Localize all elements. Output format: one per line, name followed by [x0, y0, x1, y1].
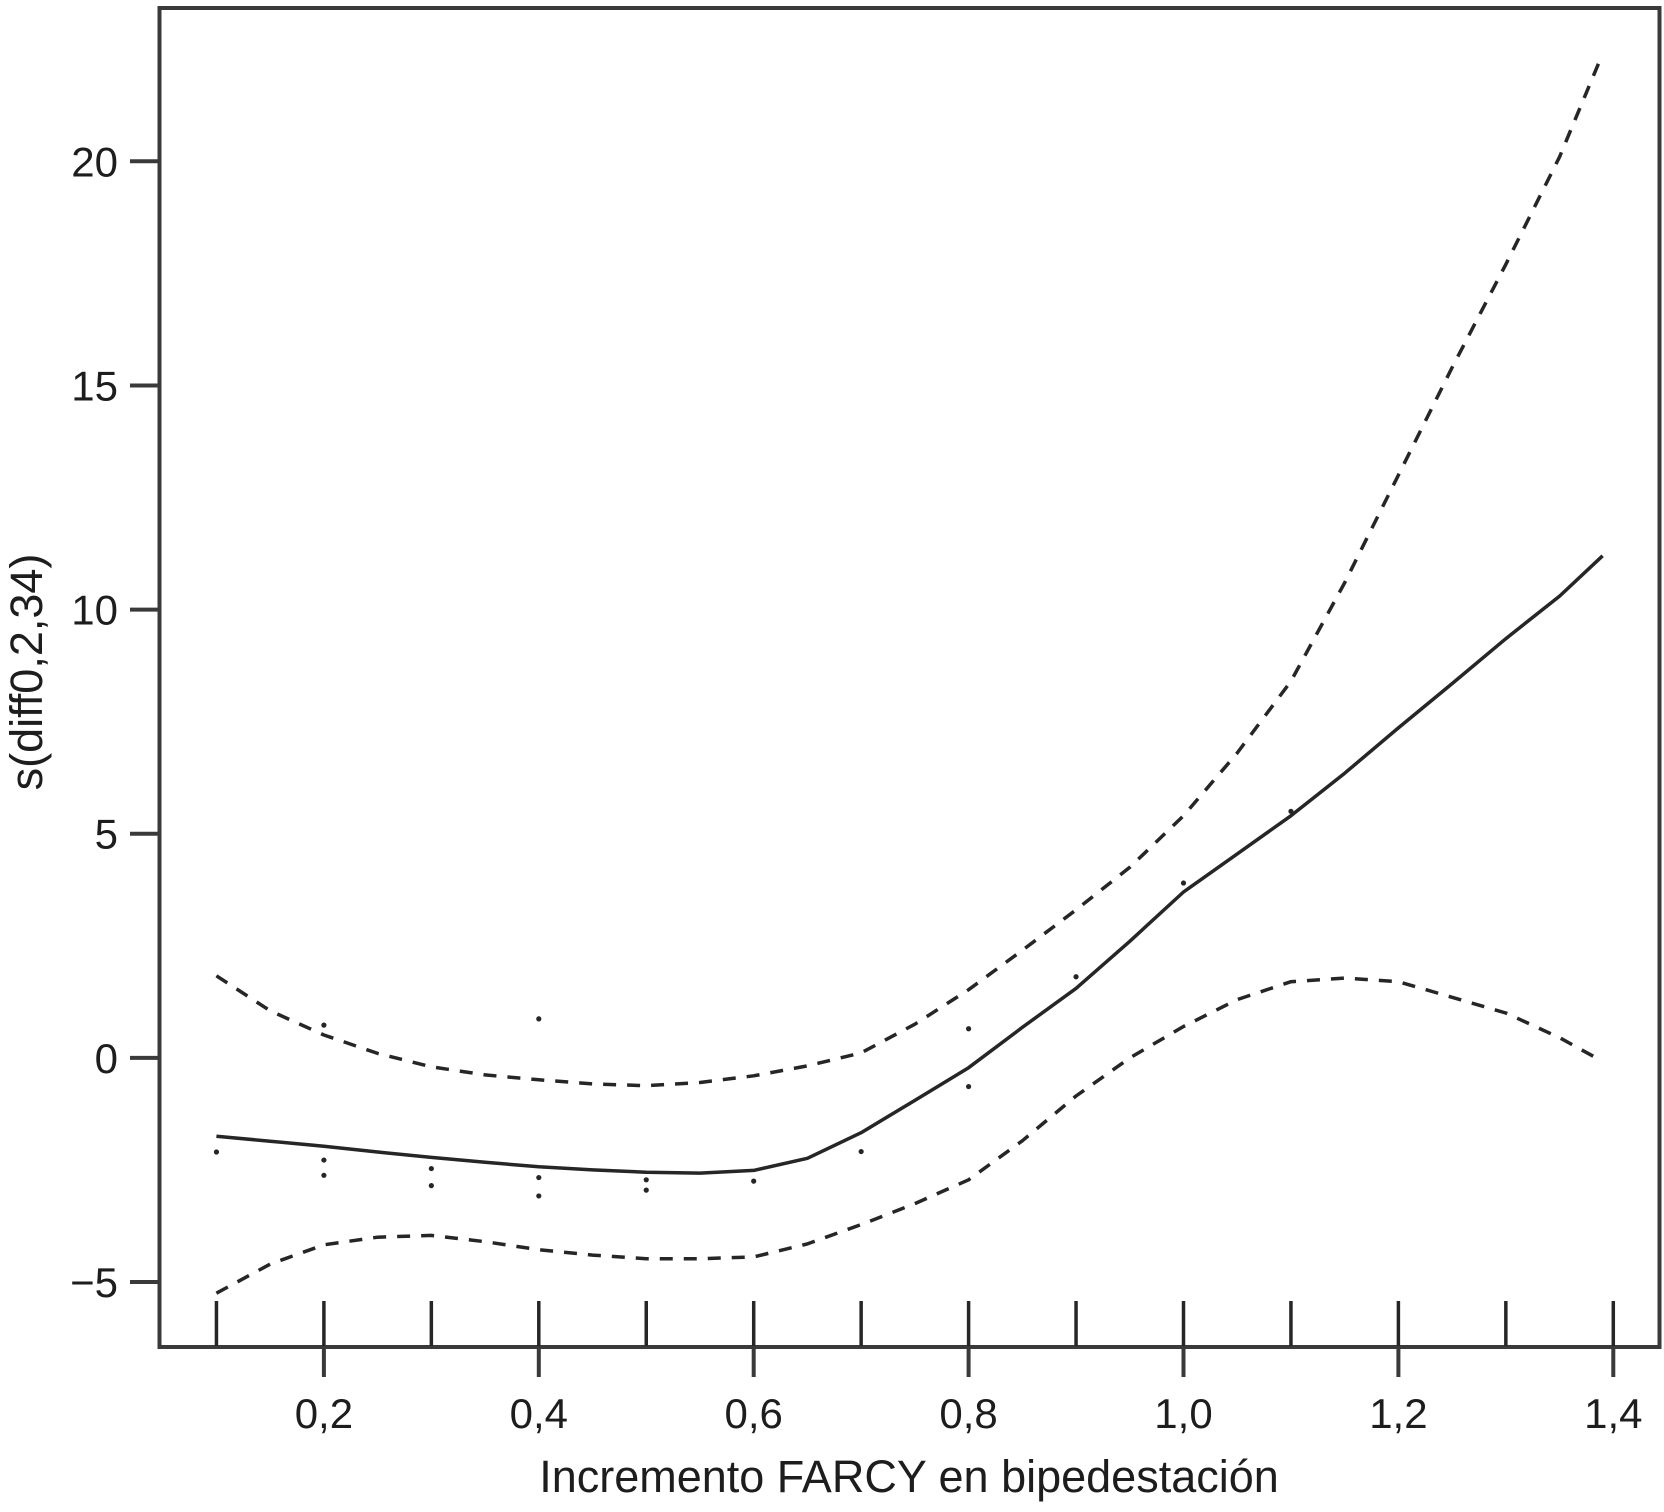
residual-dot [858, 1148, 864, 1155]
residual-dots [213, 808, 1294, 1199]
x-tick-label: 0,2 [295, 1390, 353, 1437]
plot-frame [157, 6, 1662, 1349]
y-tick-label: 20 [71, 138, 118, 185]
x-axis-ticks: 0,2 0,4 0,6 0,8 1,0 1,2 1,4 [295, 1347, 1642, 1437]
residual-dot [213, 1149, 220, 1155]
rug-marks [214, 1301, 1616, 1346]
y-tick-label: 15 [71, 362, 118, 409]
y-axis-label: s(diff0,2,34) [1, 554, 52, 791]
x-tick-label: 0,4 [510, 1390, 568, 1437]
residual-dot [321, 1172, 327, 1178]
x-tick-label: 1,4 [1584, 1390, 1642, 1437]
residual-dot [536, 1016, 542, 1022]
x-tick-label: 1,0 [1154, 1390, 1212, 1437]
x-tick-label: 0,8 [939, 1390, 997, 1437]
lower-ci-line [215, 976, 1604, 1295]
residual-dot [428, 1165, 434, 1172]
y-tick-label: −5 [70, 1259, 118, 1306]
y-tick-label: 10 [71, 587, 118, 634]
residual-dot [321, 1022, 327, 1028]
residual-dot [643, 1177, 649, 1183]
residual-dot [1288, 808, 1294, 814]
residual-dot [643, 1187, 649, 1193]
x-tick-label: 0,6 [725, 1390, 783, 1437]
y-axis-ticks: −5 0 5 10 15 20 [70, 138, 160, 1306]
y-tick-label: 5 [95, 811, 118, 858]
residual-dot [965, 1083, 972, 1090]
fit-line [216, 554, 1604, 1175]
residual-dot [321, 1157, 327, 1163]
y-tick-label: 0 [95, 1035, 118, 1082]
residual-dot [1073, 974, 1079, 980]
x-tick-label: 1,2 [1369, 1390, 1427, 1437]
upper-ci-line [215, 53, 1605, 1088]
residual-dot [536, 1193, 542, 1199]
residual-dot [965, 1026, 972, 1032]
x-axis-label: Incremento FARCY en bipedestación [539, 1451, 1279, 1502]
curves [215, 53, 1605, 1295]
residual-dot [428, 1183, 434, 1189]
residual-dot [1180, 880, 1187, 886]
residual-dot [751, 1178, 757, 1184]
residual-dot [536, 1174, 542, 1181]
